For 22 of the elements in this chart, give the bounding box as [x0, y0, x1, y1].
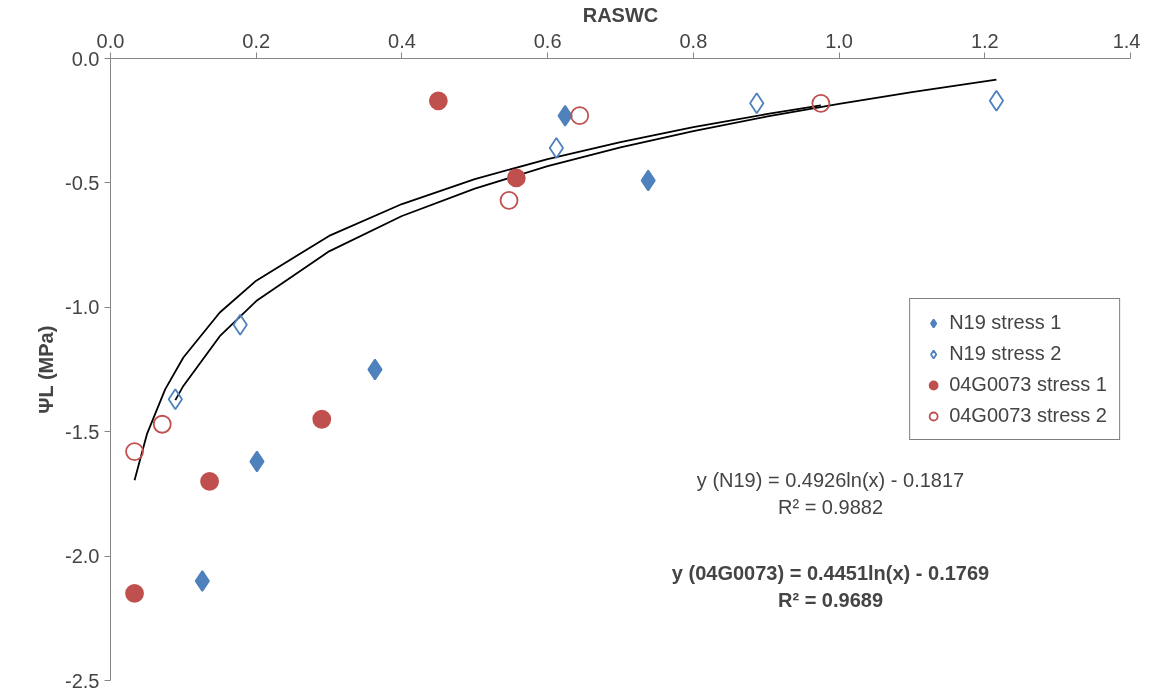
legend-label: N19 stress 2: [949, 342, 1062, 365]
annotation: R² = 0.9689: [777, 588, 884, 611]
annotation: y (N19) = 0.4926ln(x) - 0.1817: [696, 468, 965, 491]
x-tick-label: 1.0: [825, 29, 853, 52]
annotation: R² = 0.9882: [777, 495, 884, 518]
x-tick-label: 1.4: [1112, 29, 1141, 52]
y-tick-label: -2.5: [65, 669, 100, 692]
legend-label: 04G0073 stress 2: [949, 404, 1107, 427]
legend-label: 04G0073 stress 1: [949, 373, 1107, 396]
x-tick-label: 0.8: [679, 29, 708, 52]
y-tick-label: -0.5: [65, 171, 100, 194]
annotation: y (04G0073) = 0.4451ln(x) - 0.1769: [671, 561, 990, 584]
y-tick-label: -1.0: [65, 296, 100, 319]
y-tick-label: -1.5: [65, 420, 100, 443]
y-tick-label: -2.0: [65, 545, 100, 568]
x-tick-label: 1.2: [970, 29, 999, 52]
x-tick-label: 0.2: [242, 29, 271, 52]
legend-label: N19 stress 1: [949, 311, 1062, 334]
x-axis-title: RASWC: [582, 3, 659, 26]
x-tick-label: 0.4: [388, 29, 416, 52]
y-axis-title: ΨL (MPa): [35, 325, 58, 414]
x-tick-label: 0.6: [533, 29, 562, 52]
